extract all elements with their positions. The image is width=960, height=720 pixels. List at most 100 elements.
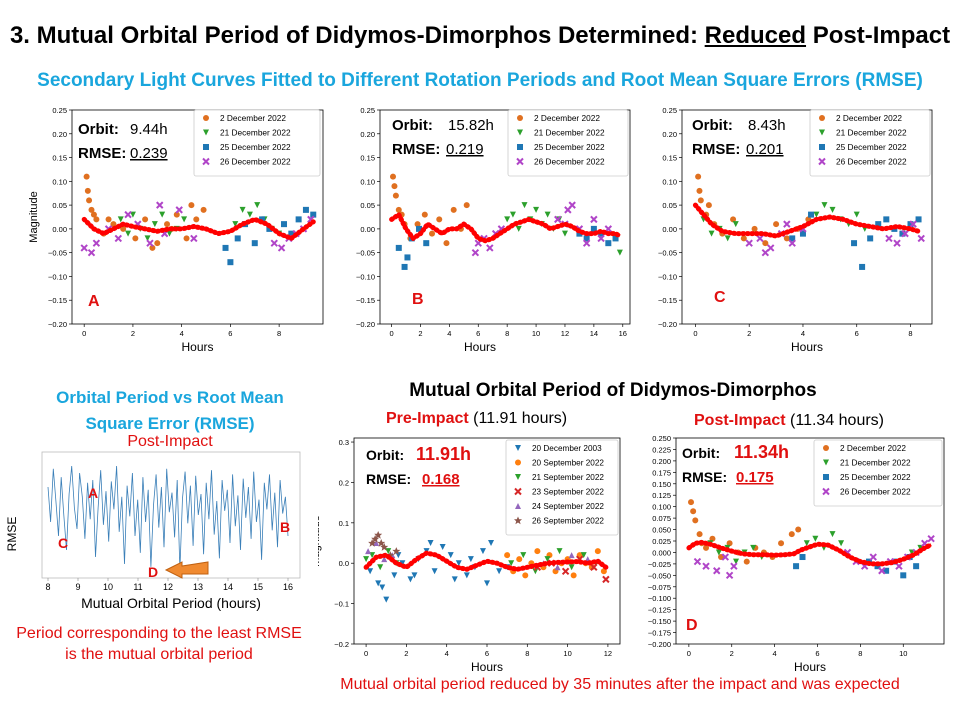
data-point — [377, 539, 386, 547]
y-tick-label: 0.20 — [360, 130, 375, 139]
data-point — [302, 206, 309, 213]
data-point — [90, 211, 97, 218]
y-tick-label: −0.20 — [658, 320, 677, 329]
data-point — [688, 499, 695, 506]
data-point — [390, 173, 397, 180]
data-point — [392, 192, 399, 199]
data-point — [455, 560, 462, 567]
rmse-value: 0.175 — [736, 469, 774, 486]
data-point — [823, 445, 829, 451]
data-point — [83, 173, 90, 180]
data-point — [915, 216, 922, 223]
y-tick-label: 0.0 — [339, 559, 349, 568]
x-axis-label: Hours — [464, 340, 496, 354]
pre-impact-heading: Pre-Impact (11.91 hours) — [386, 410, 567, 428]
data-point — [556, 548, 563, 555]
data-point — [783, 235, 790, 242]
y-axis-label: Magnitude — [28, 191, 40, 242]
data-point — [203, 144, 209, 150]
legend-box — [193, 109, 321, 177]
y-tick-label: 0.00 — [360, 225, 375, 234]
legend: 2 December 2022 21 December 2022 25 Decemb… — [507, 109, 629, 177]
data-point — [514, 487, 522, 496]
legend: 20 December 2003 20 September 2022 21 Sept… — [505, 439, 619, 536]
y-tick-label: −0.05 — [658, 249, 677, 258]
data-point — [259, 216, 266, 223]
rmse-label: RMSE: — [392, 141, 440, 158]
legend-label: 25 December 2022 — [220, 142, 291, 152]
data-point — [421, 211, 428, 218]
data-point — [399, 560, 406, 567]
legend-label: 21 December 2022 — [220, 128, 291, 138]
orbit-label: Orbit: — [392, 117, 433, 134]
data-point — [232, 221, 239, 228]
data-point — [901, 229, 909, 238]
legend-label: 25 December 2022 — [840, 472, 911, 482]
y-tick-label: 0.25 — [662, 106, 677, 115]
data-point — [838, 540, 845, 547]
data-point — [222, 244, 229, 251]
rmse-value: 0.168 — [422, 471, 460, 488]
y-tick-label: 0.20 — [662, 130, 677, 139]
data-point — [909, 220, 917, 228]
data-point — [515, 459, 521, 466]
data-point — [254, 202, 261, 209]
x-tick-label: 8 — [505, 329, 509, 338]
data-point — [899, 230, 906, 237]
data-point — [463, 202, 470, 209]
data-point — [385, 548, 392, 555]
data-point — [380, 543, 389, 551]
data-point — [266, 225, 273, 232]
fit-curve-line — [83, 217, 315, 240]
x-tick-label: 0 — [364, 649, 368, 658]
data-point — [696, 531, 703, 538]
y-tick-label: 0.00 — [662, 225, 677, 234]
data-point — [602, 575, 610, 584]
data-point — [808, 211, 815, 218]
data-point — [605, 240, 612, 247]
y-tick-label: −0.100 — [648, 594, 671, 603]
y-tick-label: −0.20 — [48, 320, 67, 329]
data-point — [750, 544, 757, 551]
data-point — [544, 556, 551, 563]
data-point — [86, 197, 93, 204]
data-point — [612, 235, 619, 242]
data-point — [124, 210, 132, 219]
data-point — [373, 540, 380, 547]
data-point — [590, 225, 597, 232]
legend-label: 25 December 2022 — [534, 142, 605, 152]
x-axis-label: Hours — [791, 340, 823, 354]
x-tick-label: 15 — [253, 582, 263, 592]
y-tick-label: 0.2 — [339, 478, 349, 487]
data-point — [564, 206, 572, 214]
data-point — [522, 572, 529, 579]
annotation-b: B — [280, 519, 290, 535]
data-point — [105, 216, 112, 223]
y-tick-label: 0.10 — [662, 177, 677, 186]
rmse-vs-period-chart: 8 9 10 11 12 13 14 15 16 RMSE Mutual Orbital Perio… — [5, 451, 301, 611]
data-point — [200, 206, 207, 213]
x-tick-label: 4 — [801, 329, 805, 338]
legend-label: 2 December 2022 — [534, 113, 600, 123]
y-tick-label: 0.075 — [652, 514, 671, 523]
y-axis-label: Magnitude — [318, 515, 322, 566]
data-point — [193, 216, 200, 223]
data-point — [703, 544, 710, 551]
data-point — [690, 508, 697, 515]
legend-box — [505, 439, 619, 536]
x-tick-label: 8 — [525, 649, 529, 658]
x-tick-label: 14 — [590, 329, 598, 338]
data-point — [793, 563, 800, 570]
data-point — [392, 547, 401, 555]
x-tick-label: 10 — [103, 582, 113, 592]
data-point — [853, 211, 860, 218]
legend-label: 20 December 2003 — [532, 444, 602, 453]
data-point — [516, 157, 524, 166]
data-point — [92, 239, 101, 247]
data-point — [813, 211, 820, 218]
data-point — [374, 530, 383, 539]
data-point — [867, 235, 874, 242]
y-tick-label: 0.175 — [652, 468, 671, 477]
data-point — [583, 235, 590, 242]
data-point — [479, 548, 486, 555]
